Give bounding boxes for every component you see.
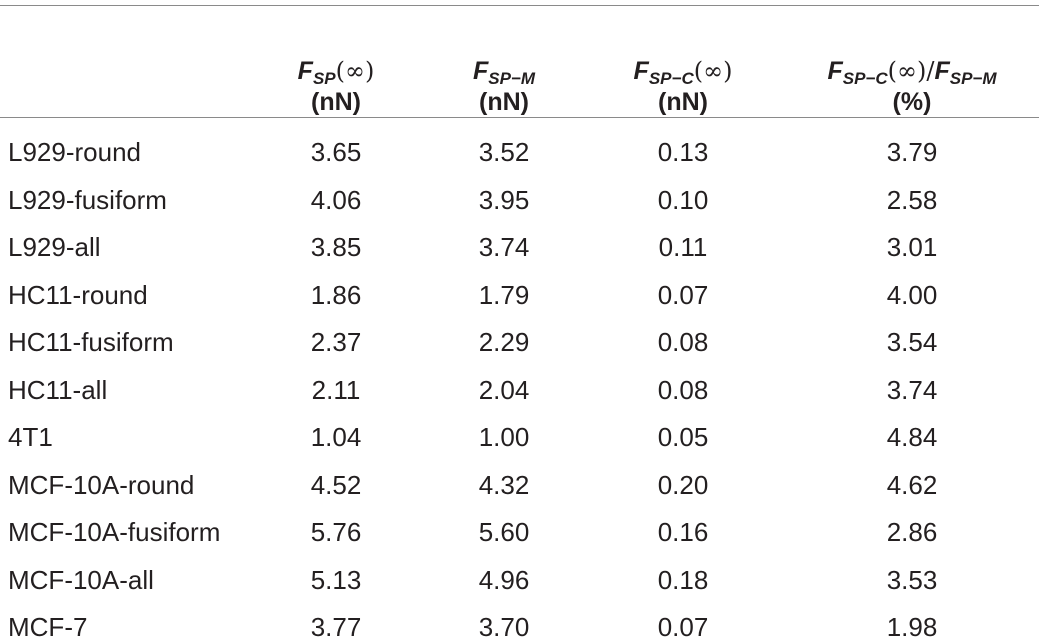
row-label: MCF-10A-round — [8, 469, 195, 500]
subscript: SP−C — [648, 69, 694, 88]
top-rule — [0, 5, 1039, 6]
row-label: MCF-10A-all — [8, 564, 154, 595]
cell-value: 4.96 — [478, 564, 530, 595]
subscript: SP — [312, 69, 336, 88]
cell-value: 1.79 — [478, 279, 530, 310]
symbol: F — [827, 57, 843, 85]
cell-value: 5.13 — [310, 564, 362, 595]
row-label: HC11-round — [8, 279, 148, 310]
row-label: L929-fusiform — [8, 184, 167, 215]
cell-value: 3.54 — [886, 327, 938, 357]
symbol: F — [934, 57, 950, 85]
row-label: 4T1 — [8, 422, 53, 452]
cell-value: 3.52 — [478, 137, 530, 167]
cell-value: 3.74 — [886, 374, 938, 405]
subscript: SP−C — [842, 69, 888, 88]
row-label: HC11-fusiform — [8, 327, 174, 357]
cell-value: 0.10 — [657, 184, 709, 215]
cell-value: 3.65 — [310, 137, 362, 167]
symbol: F — [633, 57, 649, 85]
cell-value: 3.53 — [886, 564, 938, 595]
cell-value: 4.32 — [478, 469, 530, 500]
header-unit: (nN) — [479, 88, 529, 116]
header-label: FSP−M — [473, 56, 535, 94]
header-label: FSP(∞) — [298, 56, 375, 94]
cell-value: 0.18 — [657, 564, 709, 595]
cell-value: 3.01 — [886, 232, 938, 262]
subscript: SP−M — [949, 69, 997, 88]
cell-value: 3.74 — [478, 232, 530, 262]
cell-value: 3.79 — [886, 137, 938, 167]
cell-value: 3.85 — [310, 232, 362, 262]
header-unit: (nN) — [658, 88, 708, 116]
cell-value: 2.86 — [886, 517, 938, 547]
symbol: F — [297, 57, 313, 85]
cell-value: 2.11 — [311, 374, 361, 405]
row-label: L929-all — [8, 232, 101, 262]
cell-value: 1.04 — [310, 422, 362, 452]
cell-value: 4.52 — [310, 469, 362, 500]
cell-value: 3.95 — [478, 184, 530, 215]
cell-value: 4.00 — [886, 279, 938, 310]
cell-value: 0.05 — [657, 422, 709, 452]
cell-value: 2.58 — [886, 184, 938, 215]
row-label: MCF-7 — [8, 612, 88, 641]
cell-value: 2.37 — [310, 327, 362, 357]
header-unit: (nN) — [311, 88, 361, 116]
cell-value: 3.70 — [478, 612, 530, 641]
symbol: F — [472, 57, 489, 85]
suffix: (∞) — [693, 57, 733, 85]
row-label: MCF-10A-fusiform — [8, 517, 221, 547]
cell-value: 1.00 — [478, 422, 530, 452]
cell-value: 0.13 — [657, 137, 709, 167]
row-label: L929-round — [8, 137, 141, 167]
cell-value: 0.07 — [657, 612, 709, 641]
cell-value: 0.11 — [658, 232, 708, 262]
cell-value: 0.20 — [657, 469, 709, 500]
suffix: (∞) — [335, 57, 375, 85]
cell-value: 1.86 — [310, 279, 362, 310]
header-label: FSP−C(∞)/FSP−M — [827, 56, 996, 94]
cell-value: 1.98 — [886, 612, 938, 641]
cell-value: 2.29 — [478, 327, 530, 357]
header-rule — [0, 117, 1039, 118]
suffix: (∞)/ — [887, 57, 935, 85]
cell-value: 4.06 — [310, 184, 362, 215]
header-label: FSP−C(∞) — [634, 56, 733, 94]
cell-value: 0.16 — [657, 517, 709, 547]
cell-value: 4.62 — [886, 469, 938, 500]
cell-value: 2.04 — [478, 374, 530, 405]
cell-value: 5.60 — [478, 517, 530, 547]
cell-value: 0.07 — [657, 279, 709, 310]
subscript: SP−M — [488, 69, 536, 88]
row-label: HC11-all — [8, 374, 108, 405]
cell-value: 3.77 — [310, 612, 362, 641]
cell-value: 0.08 — [657, 327, 709, 357]
cell-value: 0.08 — [657, 374, 709, 405]
cell-value: 5.76 — [310, 517, 362, 547]
header-unit: (%) — [892, 88, 932, 116]
cell-value: 4.84 — [886, 422, 938, 452]
